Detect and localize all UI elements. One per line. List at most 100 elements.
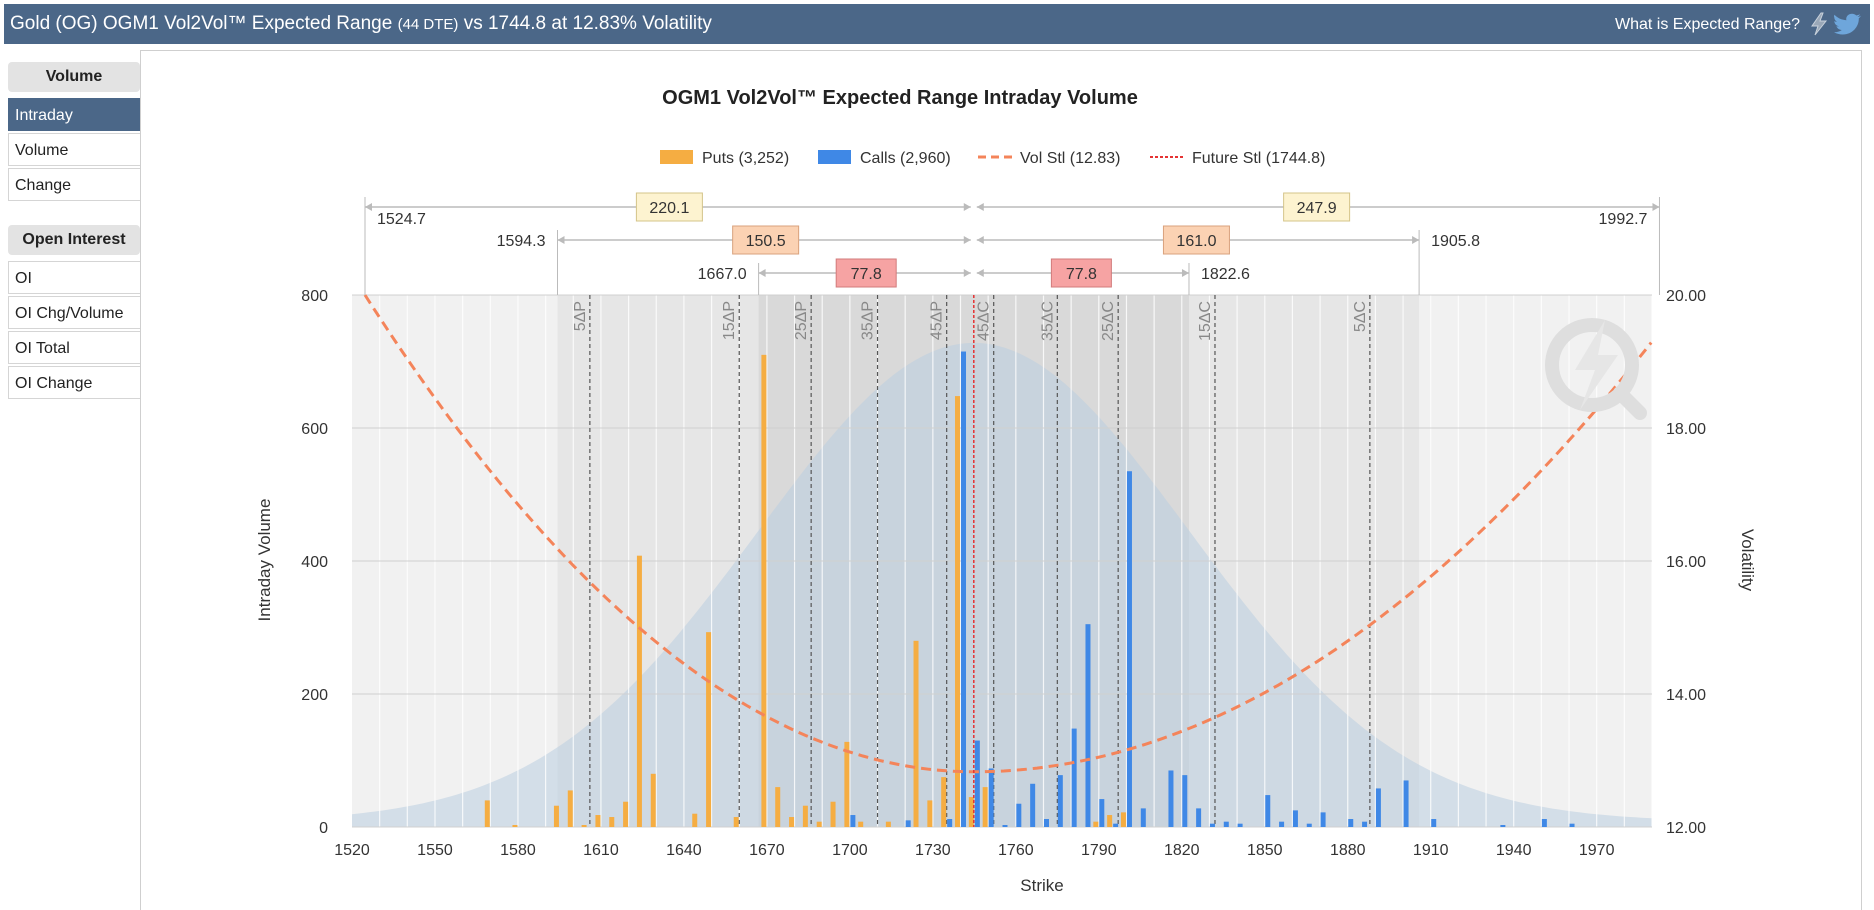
logo-watermark (1545, 318, 1647, 420)
put-bar-24 (941, 777, 947, 827)
y2-axis-title: Volatility (1738, 529, 1757, 592)
y-tick-800: 800 (301, 288, 328, 305)
y2-tick-1: 14.00 (1666, 687, 1706, 704)
range-up-value-1: 161.0 (1176, 233, 1216, 250)
delta-label-7: 25ΔC (1100, 301, 1117, 341)
volume-bars (484, 351, 1575, 827)
call-bar-7 (1016, 803, 1022, 827)
chart-title: OGM1 Vol2Vol™ Expected Range Intraday Vo… (662, 87, 1138, 109)
range-high-label-1: 1905.8 (1431, 233, 1480, 250)
range-box-down-2 (835, 258, 897, 288)
x-tick-1910: 1910 (1413, 842, 1449, 859)
call-bar-19 (1196, 808, 1202, 827)
range-low-label-2: 1667.0 (698, 266, 747, 283)
sidebar-item-oi-change[interactable]: OI Change (8, 366, 140, 399)
put-bar-0 (484, 800, 490, 827)
lightning-icon[interactable] (1808, 12, 1830, 36)
call-bar-22 (1237, 823, 1243, 827)
sidebar-item-volume[interactable]: Volume (8, 133, 140, 166)
put-bar-19 (844, 741, 850, 827)
range-low-label-1: 1594.3 (497, 233, 546, 250)
call-bar-13 (1099, 799, 1105, 827)
range-arrow-l-2 (758, 269, 766, 277)
sidebar-item-oi[interactable]: OI (8, 261, 140, 294)
put-bar-16 (802, 805, 808, 827)
probability-curve (352, 342, 1652, 827)
delta-label-9: 5ΔC (1352, 301, 1369, 332)
y2-tick-4: 20.00 (1666, 288, 1706, 305)
call-bar-17 (1168, 770, 1174, 827)
twitter-icon[interactable] (1834, 12, 1862, 36)
range-up-value-0: 247.9 (1297, 200, 1337, 217)
range-box-up-2 (1050, 258, 1112, 288)
put-bar-2 (553, 805, 559, 827)
y-tick-0: 0 (319, 820, 328, 837)
chart-legend: Puts (3,252) Calls (2,960) Vol Stl (12.83)… (660, 150, 1325, 167)
put-bar-7 (623, 801, 629, 827)
x-tick-1580: 1580 (500, 842, 536, 859)
call-bar-4 (974, 740, 980, 827)
call-bar-25 (1292, 810, 1298, 827)
watermark-bolt (1575, 320, 1618, 410)
title-dte: (44 DTE) (397, 16, 459, 33)
sidebar-heading-open-interest: Open Interest (8, 225, 140, 255)
sidebar-heading-volume: Volume (8, 62, 140, 92)
legend-swatch-0 (660, 150, 693, 164)
put-bar-8 (636, 555, 642, 827)
put-bar-27 (982, 787, 988, 827)
put-bar-25 (955, 396, 961, 827)
delta-label-6: 35ΔC (1039, 301, 1056, 341)
x-tick-1760: 1760 (998, 842, 1034, 859)
range-high-label-0: 1992.7 (1599, 211, 1648, 228)
put-bar-29 (1107, 815, 1113, 827)
put-bar-30 (1120, 812, 1126, 827)
call-bar-5 (988, 768, 994, 827)
call-bar-9 (1043, 819, 1049, 827)
sidebar-item-oi-total[interactable]: OI Total (8, 331, 140, 364)
range-box-down-0 (635, 192, 703, 222)
range-box-up-0 (1283, 192, 1351, 222)
x-tick-1670: 1670 (749, 842, 785, 859)
x-axis-title: Strike (1020, 876, 1063, 895)
put-bar-15 (789, 817, 795, 827)
delta-lines: 5ΔP 15ΔP 25ΔP 35ΔP 45ΔP 45ΔC 35ΔC 25ΔC 15ΔC 5ΔC (572, 295, 1371, 827)
x-tick-1610: 1610 (583, 842, 619, 859)
call-bar-24 (1279, 821, 1285, 827)
delta-label-0: 5ΔP (572, 301, 589, 331)
x-tick-1970: 1970 (1579, 842, 1615, 859)
put-bar-4 (581, 825, 587, 827)
call-bar-20 (1209, 823, 1215, 827)
put-bar-18 (830, 801, 836, 827)
range-arrow-cr-2 (976, 269, 984, 277)
sidebar-item-oi-chg-volume[interactable]: OI Chg/Volume (8, 296, 140, 329)
delta-label-4: 45ΔP (929, 301, 946, 340)
delta-label-2: 25ΔP (793, 301, 810, 340)
put-bar-14 (775, 787, 781, 827)
put-bar-3 (567, 790, 573, 827)
x-tick-1820: 1820 (1164, 842, 1200, 859)
y-tick-200: 200 (301, 687, 328, 704)
y2-tick-3: 18.00 (1666, 421, 1706, 438)
call-bar-11 (1071, 728, 1077, 827)
sidebar-item-intraday[interactable]: Intraday (8, 98, 140, 131)
legend-label-0: Puts (3,252) (702, 150, 789, 167)
what-is-expected-range-link[interactable]: What is Expected Range? (1615, 16, 1800, 33)
watermark-ring (1545, 318, 1639, 412)
y-tick-600: 600 (301, 421, 328, 438)
call-bar-21 (1223, 821, 1229, 827)
range-box-down-1 (732, 225, 800, 255)
put-bar-5 (595, 815, 601, 827)
probability-area (352, 342, 1652, 827)
put-bar-13 (761, 354, 767, 827)
delta-label-8: 15ΔC (1197, 301, 1214, 341)
sidebar-item-change[interactable]: Change (8, 168, 140, 201)
range-arrow-cl-1 (963, 236, 971, 244)
call-bar-34 (1541, 819, 1547, 827)
range-arrow-cr-1 (976, 236, 984, 244)
range-arrow-cl-0 (963, 203, 971, 211)
watermark-handle (1613, 386, 1647, 420)
put-bar-11 (706, 632, 712, 827)
range-arrow-r-2 (1181, 269, 1189, 277)
y2-tick-0: 12.00 (1666, 820, 1706, 837)
delta-label-1: 15ΔP (721, 301, 738, 340)
